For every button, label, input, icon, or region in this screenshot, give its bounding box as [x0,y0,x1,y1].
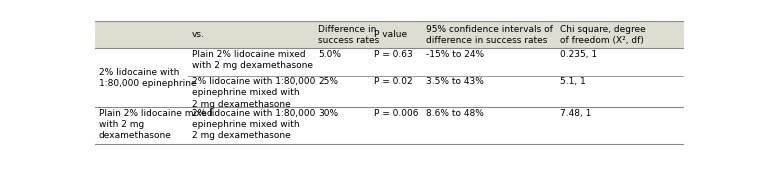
Text: Plain 2% lidocaine mixed
with 2 mg
dexamethasone: Plain 2% lidocaine mixed with 2 mg dexam… [99,109,212,140]
Text: 0.235, 1: 0.235, 1 [560,50,597,59]
Text: 25%: 25% [318,77,338,86]
Text: P = 0.006: P = 0.006 [374,109,419,118]
Text: 8.6% to 48%: 8.6% to 48% [426,109,484,118]
Text: 3.5% to 43%: 3.5% to 43% [426,77,484,86]
Text: 95% confidence intervals of
difference in success rates: 95% confidence intervals of difference i… [426,25,553,45]
Text: 5.0%: 5.0% [318,50,341,59]
Text: -15% to 24%: -15% to 24% [426,50,484,59]
Text: 7.48, 1: 7.48, 1 [560,109,592,118]
Text: vs.: vs. [192,30,204,39]
Text: Plain 2% lidocaine mixed
with 2 mg dexamethasone: Plain 2% lidocaine mixed with 2 mg dexam… [192,50,312,70]
Bar [95,21,684,48]
Text: P = 0.02: P = 0.02 [374,77,413,86]
Text: P = 0.63: P = 0.63 [374,50,413,59]
Text: 2% lidocaine with
1:80,000 epinephrine: 2% lidocaine with 1:80,000 epinephrine [99,68,196,88]
Text: 2% lidocaine with 1:80,000
epinephrine mixed with
2 mg dexamethasone: 2% lidocaine with 1:80,000 epinephrine m… [192,77,315,109]
Text: 2% lidocaine with 1:80,000
epinephrine mixed with
2 mg dexamethasone: 2% lidocaine with 1:80,000 epinephrine m… [192,109,315,140]
Text: P value: P value [374,30,407,39]
Text: Difference in
success rates: Difference in success rates [318,25,379,45]
Text: 30%: 30% [318,109,338,118]
Text: Chi square, degree
of freedom (X², df): Chi square, degree of freedom (X², df) [560,25,646,45]
Text: 5.1, 1: 5.1, 1 [560,77,586,86]
